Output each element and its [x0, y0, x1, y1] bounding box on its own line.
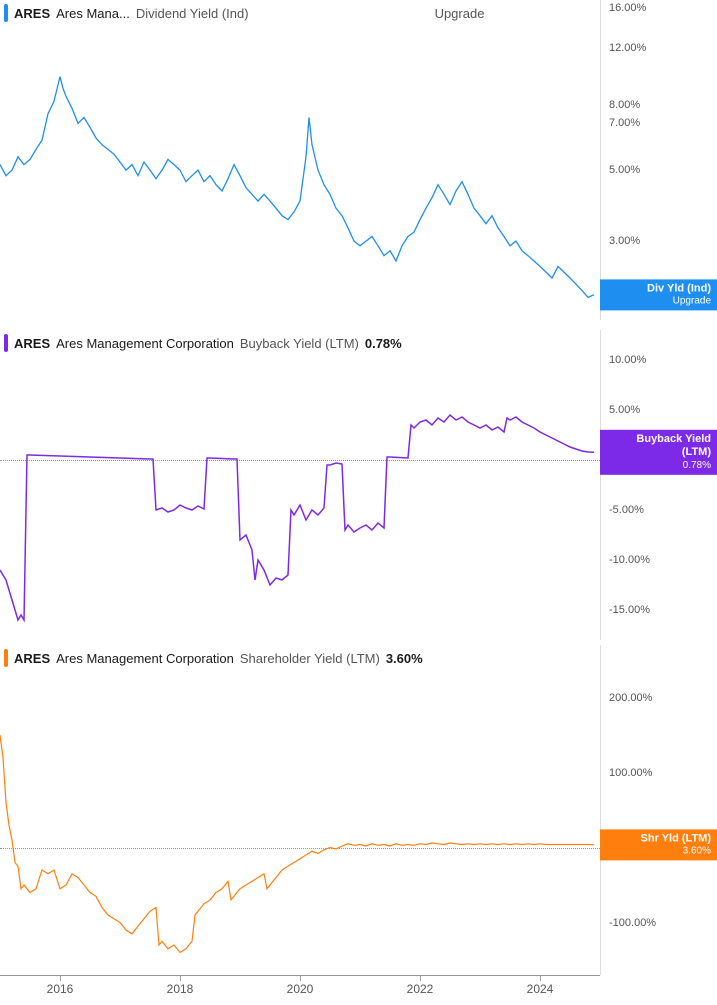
ytick-label: -10.00% — [609, 554, 650, 566]
ticker-color-bar — [4, 4, 8, 22]
chart-header: ARES Ares Management Corporation Buyback Y… — [4, 334, 402, 352]
y-axis: -15.00% -10.00% -5.00% 5.00% 10.00% — [600, 330, 717, 640]
ytick-label: 7.00% — [609, 117, 640, 129]
chart-plot[interactable] — [0, 0, 600, 320]
badge-title: Shr Yld (LTM) — [606, 832, 711, 845]
ytick-label: 5.00% — [609, 164, 640, 176]
series-line — [0, 77, 594, 298]
chart-header: ARES Ares Mana... Dividend Yield (Ind) Upgr… — [4, 4, 484, 22]
y-axis: 2.00%3.00%5.00%7.00%8.00%12.00%16.00% — [600, 0, 717, 320]
ytick-label: 8.00% — [609, 99, 640, 111]
ytick-label: 3.00% — [609, 235, 640, 247]
badge-subtitle: 3.60% — [606, 845, 711, 857]
metric-value: 0.78% — [365, 336, 402, 351]
value-badge[interactable]: Buyback Yield (LTM)0.78% — [600, 430, 717, 474]
ticker-symbol[interactable]: ARES — [14, 6, 50, 21]
badge-subtitle: Upgrade — [606, 295, 711, 307]
ytick-label: 12.00% — [609, 42, 646, 54]
xtick-mark — [540, 976, 541, 981]
company-name: Ares Management Corporation — [56, 336, 234, 351]
series-line — [0, 735, 594, 953]
ytick-label: -5.00% — [609, 504, 644, 516]
badge-title: Buyback Yield (LTM) — [606, 433, 711, 459]
chart-buyback: ARES Ares Management Corporation Buyback Y… — [0, 330, 717, 640]
series-line — [0, 415, 594, 620]
chart-plot[interactable] — [0, 645, 600, 975]
xtick-mark — [300, 976, 301, 981]
metric-name: Shareholder Yield (LTM) — [240, 651, 380, 666]
xtick-mark — [180, 976, 181, 981]
ytick-label: 16.00% — [609, 2, 646, 14]
badge-subtitle: 0.78% — [606, 459, 711, 471]
x-axis: 2016 2018 2020 2022 2024 — [0, 975, 600, 1005]
xtick-label: 2024 — [527, 982, 554, 996]
ticker-color-bar — [4, 649, 8, 667]
ytick-label: -15.00% — [609, 604, 650, 616]
metric-value: 3.60% — [386, 651, 423, 666]
company-name: Ares Mana... — [56, 6, 130, 21]
chart-shareholder: ARES Ares Management Corporation Sharehold… — [0, 645, 717, 975]
ytick-label: 10.00% — [609, 354, 646, 366]
metric-name: Dividend Yield (Ind) — [136, 6, 249, 21]
xtick-label: 2016 — [47, 982, 74, 996]
ytick-label: 200.00% — [609, 692, 652, 704]
ytick-label: 5.00% — [609, 404, 640, 416]
xtick-label: 2018 — [167, 982, 194, 996]
ticker-symbol[interactable]: ARES — [14, 651, 50, 666]
xtick-label: 2020 — [287, 982, 314, 996]
xtick-label: 2022 — [407, 982, 434, 996]
value-badge[interactable]: Div Yld (Ind)Upgrade — [600, 279, 717, 310]
y-axis: -100.00% 100.00% 200.00% — [600, 645, 717, 975]
ytick-label: -100.00% — [609, 917, 656, 929]
chart-header: ARES Ares Management Corporation Sharehold… — [4, 649, 423, 667]
company-name: Ares Management Corporation — [56, 651, 234, 666]
chart-dividend: ARES Ares Mana... Dividend Yield (Ind) Upgr… — [0, 0, 717, 320]
xtick-mark — [420, 976, 421, 981]
ytick-label: 100.00% — [609, 767, 652, 779]
metric-name: Buyback Yield (LTM) — [240, 336, 359, 351]
ticker-symbol[interactable]: ARES — [14, 336, 50, 351]
xtick-mark — [60, 976, 61, 981]
ticker-color-bar — [4, 334, 8, 352]
chart-plot[interactable] — [0, 330, 600, 640]
badge-title: Div Yld (Ind) — [606, 282, 711, 295]
value-badge[interactable]: Shr Yld (LTM)3.60% — [600, 829, 717, 860]
upgrade-link[interactable]: Upgrade — [435, 6, 485, 21]
